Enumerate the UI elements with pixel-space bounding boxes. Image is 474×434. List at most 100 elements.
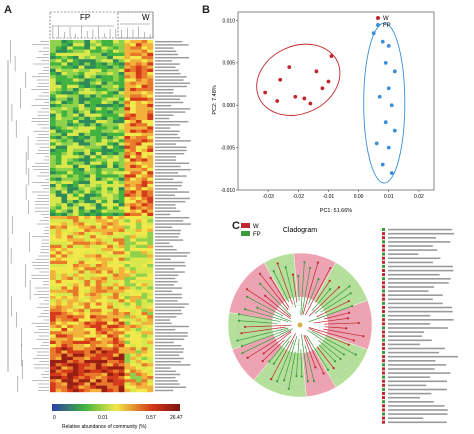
heatmap-cell <box>124 100 131 105</box>
row-label-mark <box>155 76 187 78</box>
heatmap-cell <box>147 62 154 66</box>
heatmap-cell <box>67 94 74 98</box>
heatmap-cell <box>124 225 131 229</box>
heatmap-cell <box>141 270 148 274</box>
heatmap-cell <box>90 312 96 316</box>
taxa-label-mark <box>388 364 447 366</box>
heatmap-cell <box>78 56 85 60</box>
heatmap-cell <box>135 353 142 357</box>
heatmap-cell <box>147 219 154 223</box>
heatmap-cell <box>107 260 114 265</box>
heatmap-cell <box>135 104 142 108</box>
heatmap-cell <box>107 257 114 261</box>
heatmap-cell <box>101 308 108 313</box>
heatmap-cell <box>90 196 96 201</box>
heatmap-cell <box>61 40 68 44</box>
heatmap-cell <box>147 126 154 130</box>
heatmap-cell <box>130 248 137 252</box>
heatmap-cell <box>124 337 131 341</box>
heatmap-cell <box>61 59 68 63</box>
heatmap-cell <box>101 171 108 175</box>
heatmap-cell <box>147 382 154 386</box>
heatmap-cell <box>84 366 91 370</box>
heatmap-cell <box>147 222 154 226</box>
heatmap-cell <box>107 113 114 117</box>
heatmap-cell <box>55 136 62 140</box>
heatmap-cell <box>78 139 85 143</box>
heatmap-cell <box>50 276 56 281</box>
heatmap-cell <box>50 88 56 92</box>
heatmap-cell <box>78 113 85 117</box>
clado-node <box>243 325 247 329</box>
heatmap-cell <box>101 158 108 162</box>
heatmap-cell <box>107 225 114 229</box>
taxa-label-mark <box>388 273 440 276</box>
heatmap-cell <box>84 107 91 111</box>
heatmap-cell <box>90 369 96 373</box>
heatmap-cell <box>50 187 56 191</box>
heatmap-cell <box>118 369 125 373</box>
heatmap-cell <box>130 142 137 146</box>
heatmap-cell <box>61 356 68 361</box>
heatmap-cell <box>78 235 85 239</box>
heatmap-cell <box>141 184 148 188</box>
heatmap-cell <box>95 88 102 92</box>
heatmap-cell <box>124 241 131 245</box>
heatmap-cell <box>135 251 142 255</box>
pca-point-w <box>320 86 325 91</box>
heatmap-cell <box>55 129 62 133</box>
heatmap-cell <box>90 257 96 261</box>
heatmap-cell <box>130 270 137 274</box>
heatmap-cell <box>67 136 74 140</box>
heatmap-cell <box>84 385 91 389</box>
heatmap-cell <box>90 206 96 210</box>
heatmap-cell <box>72 75 79 79</box>
clado-node <box>339 357 342 361</box>
heatmap-cell <box>118 40 125 44</box>
heatmap-cell <box>107 120 114 124</box>
heatmap-cell <box>72 334 79 338</box>
heatmap-cell <box>124 148 131 153</box>
heatmap-cell <box>50 283 56 287</box>
heatmap-cells <box>50 40 154 393</box>
heatmap-cell <box>72 62 79 66</box>
heatmap-cell <box>72 88 79 92</box>
heatmap-cell <box>78 196 85 201</box>
heatmap-cell <box>67 43 74 47</box>
heatmap-cell <box>118 107 125 111</box>
taxa-label-mark <box>388 228 453 231</box>
heatmap-cell <box>72 264 79 268</box>
heatmap-cell <box>147 40 154 44</box>
heatmap-cell <box>147 203 154 207</box>
heatmap-cell <box>130 168 137 172</box>
heatmap-cell <box>141 385 148 389</box>
heatmap-cell <box>112 75 119 79</box>
heatmap-cell <box>101 379 108 383</box>
heatmap-cell <box>107 91 114 95</box>
heatmap-cell <box>107 347 114 351</box>
heatmap-cell <box>135 46 142 50</box>
heatmap-cell <box>72 161 79 165</box>
heatmap-cell <box>112 200 119 204</box>
heatmap-cell <box>84 376 91 380</box>
heatmap-cell <box>141 283 148 287</box>
heatmap-cell <box>107 132 114 137</box>
clado-branch <box>285 267 296 308</box>
heatmap-cell <box>78 244 85 249</box>
heatmap-cell <box>130 174 137 178</box>
heatmap-cell <box>141 264 148 268</box>
heatmap-cell <box>101 110 108 114</box>
taxa-label-mark <box>388 421 447 424</box>
clado-node <box>297 274 300 278</box>
heatmap-cell <box>112 296 119 300</box>
row-label-mark <box>155 229 182 232</box>
heatmap-cell <box>72 139 79 143</box>
row-label-mark <box>155 156 177 158</box>
heatmap-cell <box>141 56 148 60</box>
heatmap-cell <box>101 232 108 236</box>
heatmap-cell <box>95 235 102 239</box>
heatmap-cell <box>67 203 74 207</box>
heatmap-cell <box>61 161 68 165</box>
heatmap-cell <box>112 187 119 191</box>
heatmap-cell <box>50 267 56 271</box>
